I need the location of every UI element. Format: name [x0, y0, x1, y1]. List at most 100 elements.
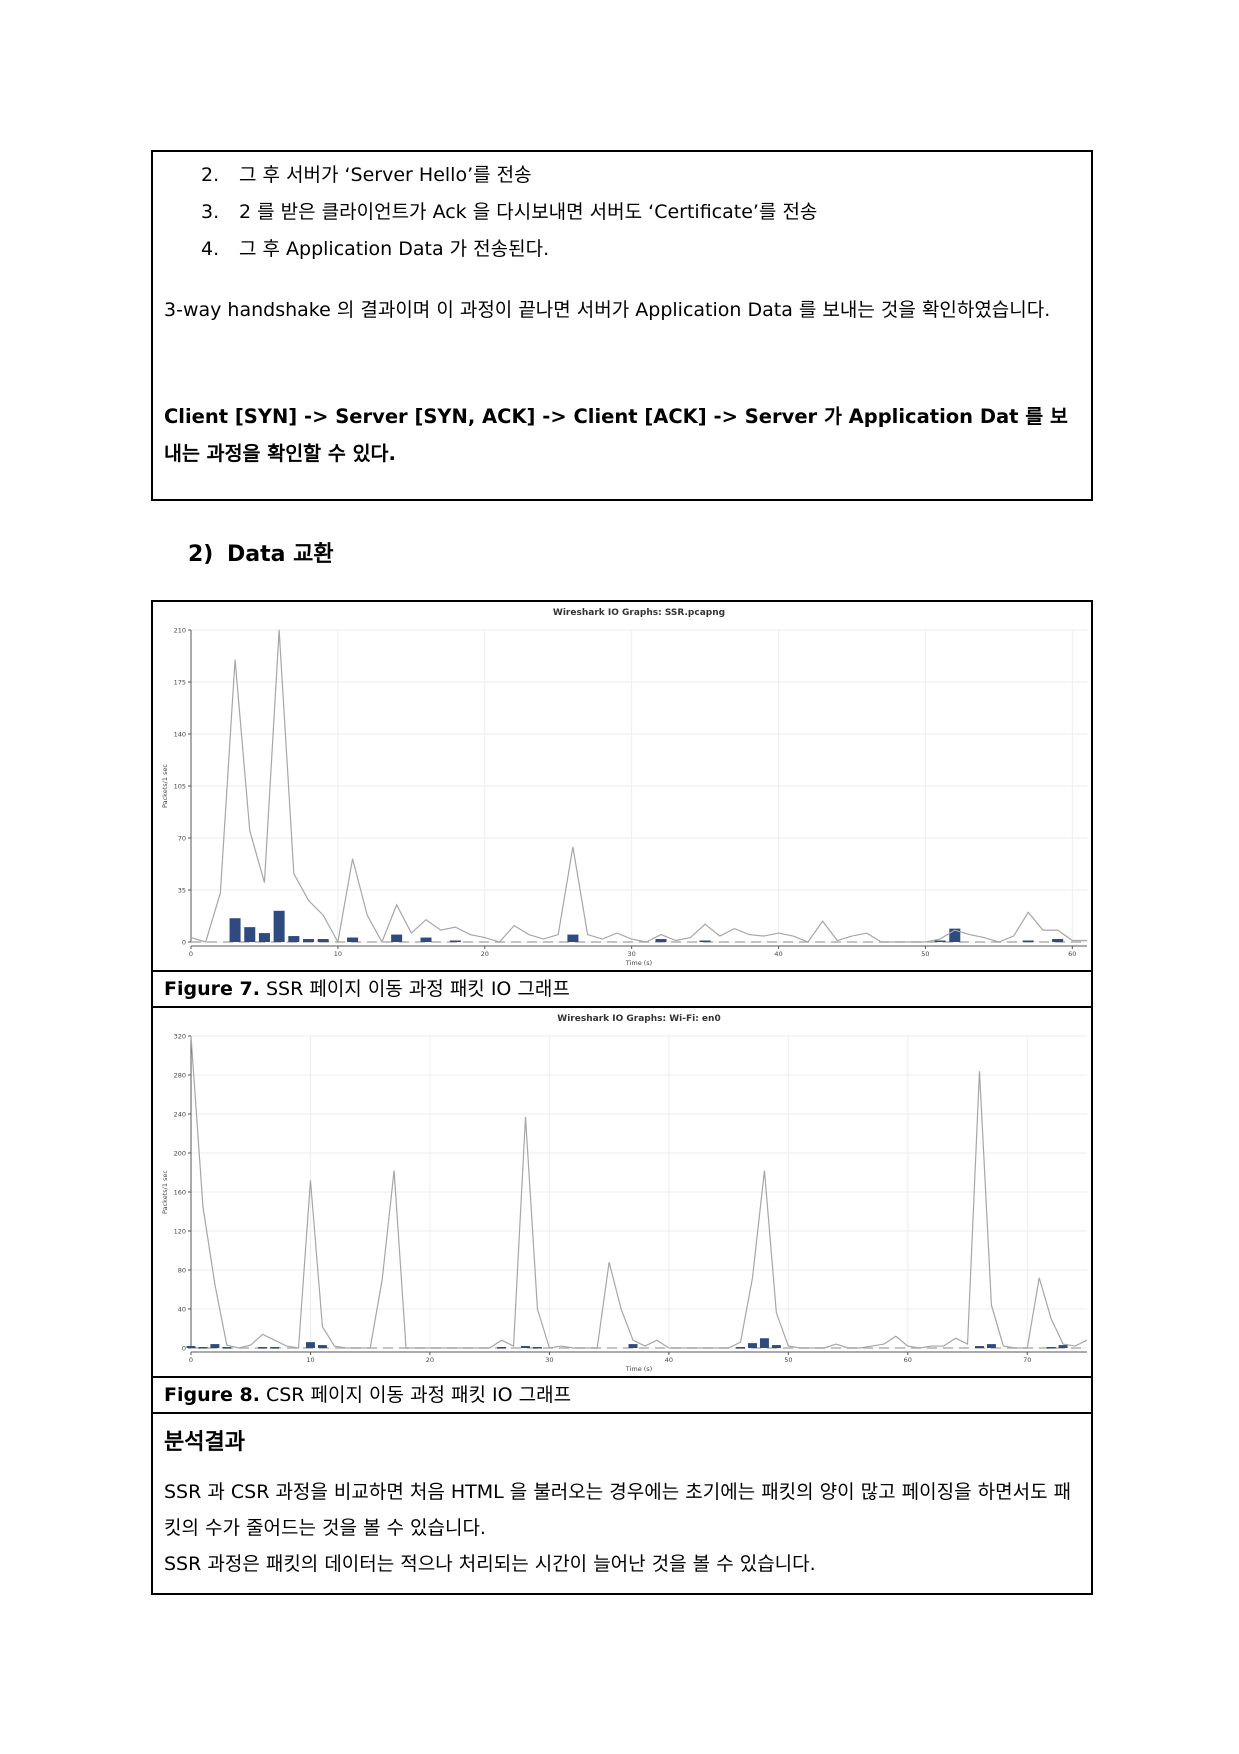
bar — [258, 933, 270, 942]
chart-title: Wireshark IO Graphs: SSR.pcapng — [553, 608, 725, 618]
bar — [949, 928, 961, 942]
analysis-body: SSR 과 CSR 과정을 비교하면 처음 HTML 을 불러오는 경우에는 초… — [164, 1474, 1084, 1582]
bar — [934, 940, 946, 943]
y-tick-label: 105 — [174, 783, 186, 791]
x-tick-label: 60 — [904, 1356, 912, 1364]
result-paragraph: 3-way handshake 의 결과이며 이 과정이 끝나면 서버가 App… — [164, 299, 1051, 321]
bar — [986, 1344, 996, 1348]
analysis-line: SSR 과정은 패킷의 데이터는 적으나 처리되는 시간이 늘어난 것을 볼 수… — [164, 1553, 816, 1575]
y-tick-label: 35 — [178, 887, 186, 895]
bar — [655, 939, 667, 942]
x-tick-label: 40 — [665, 1356, 673, 1364]
y-axis-label: Packets/1 sec — [161, 1170, 169, 1214]
bar — [198, 1347, 208, 1349]
figure-caption: Figure 8. CSR 페이지 이동 과정 패킷 IO 그래프 — [153, 1376, 1091, 1414]
bar — [567, 934, 579, 942]
bar — [532, 1347, 542, 1349]
x-tick-label: 30 — [545, 1356, 553, 1364]
bar — [288, 936, 300, 942]
step-text: 그 후 서버가 ‘Server Hello’를 전송 — [239, 164, 532, 186]
y-tick-label: 80 — [178, 1267, 186, 1275]
section-title: Data 교환 — [227, 542, 334, 567]
figure-caption: Figure 7. SSR 페이지 이동 과정 패킷 IO 그래프 — [153, 970, 1091, 1008]
sequence-summary: Client [SYN] -> Server [SYN, ACK] -> Cli… — [164, 405, 1068, 465]
packet-line — [190, 1035, 1088, 1349]
x-tick-label: 60 — [1068, 950, 1076, 958]
y-tick-label: 280 — [174, 1072, 186, 1080]
bar — [699, 940, 711, 943]
bar — [420, 937, 432, 942]
analysis-title: 분석결과 — [164, 1430, 245, 1455]
step-number: 4. — [201, 238, 220, 260]
x-tick-label: 20 — [481, 950, 489, 958]
step-number: 2. — [201, 164, 220, 186]
bar — [222, 1347, 232, 1349]
x-axis-label: Time (s) — [625, 1365, 652, 1373]
bar — [736, 1347, 746, 1349]
bar — [347, 937, 359, 942]
y-tick-label: 140 — [174, 731, 186, 739]
y-tick-label: 0 — [182, 1345, 186, 1353]
x-tick-label: 30 — [628, 950, 636, 958]
x-tick-label: 70 — [1023, 1356, 1031, 1364]
x-tick-label: 40 — [774, 950, 782, 958]
figures-box: Wireshark IO Graphs: SSR.pcapng 0 35 70 105 1… — [151, 600, 1093, 1595]
section-number: 2) — [188, 542, 214, 567]
y-tick-label: 120 — [174, 1228, 186, 1236]
figure-caption-text: SSR 페이지 이동 과정 패킷 IO 그래프 — [265, 978, 570, 1000]
csr-io-graph: Wireshark IO Graphs: Wi-Fi: en0 0 40 80 120 1… — [161, 1014, 1088, 1373]
step-number: 3. — [201, 201, 220, 223]
bar — [771, 1345, 781, 1348]
bar — [1022, 940, 1034, 943]
y-tick-label: 200 — [174, 1150, 186, 1158]
bar — [303, 939, 315, 942]
bar — [759, 1338, 769, 1348]
x-tick-label: 0 — [189, 950, 193, 958]
handshake-box: 2. 그 후 서버가 ‘Server Hello’를 전송 3. 2 를 받은 클라… — [151, 150, 1093, 501]
step-item: 3. 2 를 받은 클라이언트가 Ack 을 다시보내면 서버도 ‘Certifi… — [201, 199, 817, 225]
bar — [1058, 1345, 1068, 1348]
analysis-line: SSR 과 CSR 과정을 비교하면 처음 HTML 을 불러오는 경우에는 초… — [164, 1481, 1072, 1539]
y-tick-label: 175 — [174, 679, 186, 687]
bar — [270, 1347, 280, 1349]
y-tick-label: 160 — [174, 1189, 186, 1197]
figure-label: Figure 7. — [164, 978, 260, 1000]
x-axis-label: Time (s) — [625, 959, 652, 967]
bar — [1052, 939, 1064, 942]
step-text: 그 후 Application Data 가 전송된다. — [239, 238, 550, 260]
bar — [229, 918, 241, 942]
bar — [748, 1343, 757, 1348]
bar — [497, 1347, 507, 1349]
y-tick-label: 0 — [182, 939, 186, 947]
step-text: 2 를 받은 클라이언트가 Ack 을 다시보내면 서버도 ‘Certifica… — [239, 201, 818, 223]
bar — [449, 940, 461, 943]
bar — [521, 1346, 530, 1348]
bar — [258, 1347, 268, 1349]
bar — [186, 1346, 196, 1348]
ssr-io-graph: Wireshark IO Graphs: SSR.pcapng 0 35 70 105 1… — [161, 608, 1087, 967]
x-tick-label: 10 — [306, 1356, 314, 1364]
y-tick-label: 240 — [174, 1111, 186, 1119]
bar — [317, 939, 329, 942]
x-tick-label: 50 — [921, 950, 929, 958]
x-tick-label: 0 — [189, 1356, 193, 1364]
bar — [305, 1342, 315, 1348]
bar — [1046, 1347, 1056, 1349]
y-tick-label: 210 — [174, 627, 186, 635]
bar — [273, 910, 285, 942]
y-axis-label: Packets/1 sec — [161, 764, 169, 808]
y-tick-label: 40 — [178, 1306, 186, 1314]
packet-line — [190, 629, 1087, 944]
bar — [244, 927, 256, 942]
bar — [391, 934, 403, 942]
figure-label: Figure 8. — [164, 1384, 260, 1406]
y-tick-label: 70 — [178, 835, 186, 843]
x-tick-label: 50 — [784, 1356, 792, 1364]
bar — [975, 1346, 984, 1348]
step-item: 4. 그 후 Application Data 가 전송된다. — [201, 236, 549, 262]
bar — [317, 1345, 327, 1348]
figure-caption-text: CSR 페이지 이동 과정 패킷 IO 그래프 — [265, 1384, 572, 1406]
step-item: 2. 그 후 서버가 ‘Server Hello’를 전송 — [201, 162, 532, 188]
section-heading: 2) Data 교환 — [188, 536, 334, 568]
y-tick-label: 320 — [174, 1033, 186, 1041]
